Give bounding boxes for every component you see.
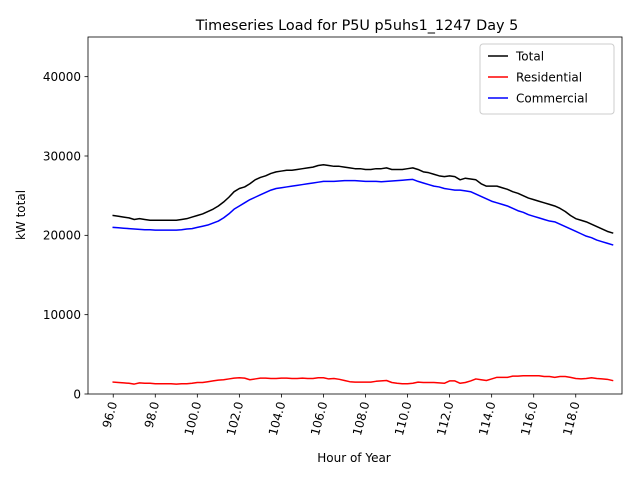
y-axis-label: kW total <box>14 190 28 240</box>
x-tick-label: 96.0 <box>100 400 120 429</box>
legend: Total Residential Commercial <box>479 43 615 115</box>
y-tick-label: 20000 <box>43 229 81 243</box>
x-tick-label: 98.0 <box>142 400 162 429</box>
series-layer <box>112 163 614 385</box>
x-axis-label: Hour of Year <box>317 451 391 465</box>
series-line-commercial <box>112 178 614 246</box>
legend-label-commercial: Commercial <box>516 91 588 105</box>
y-tick-label: 0 <box>73 387 81 401</box>
y-tick-label: 10000 <box>43 308 81 322</box>
series-line-total <box>112 163 614 234</box>
axes-frame <box>87 36 623 395</box>
legend-label-residential: Residential <box>516 70 582 84</box>
chart-title: Timeseries Load for P5U p5uhs1_1247 Day … <box>195 18 519 34</box>
legend-box <box>479 43 615 115</box>
series-line-residential <box>112 375 614 385</box>
y-tick-label: 30000 <box>43 149 81 163</box>
legend-label-total: Total <box>515 49 544 63</box>
axes-layer: 96.0 98.0 100.0 102.0 104.0 106.0 108.0 110.0 11… <box>43 36 623 437</box>
y-tick-label: 40000 <box>43 70 81 84</box>
